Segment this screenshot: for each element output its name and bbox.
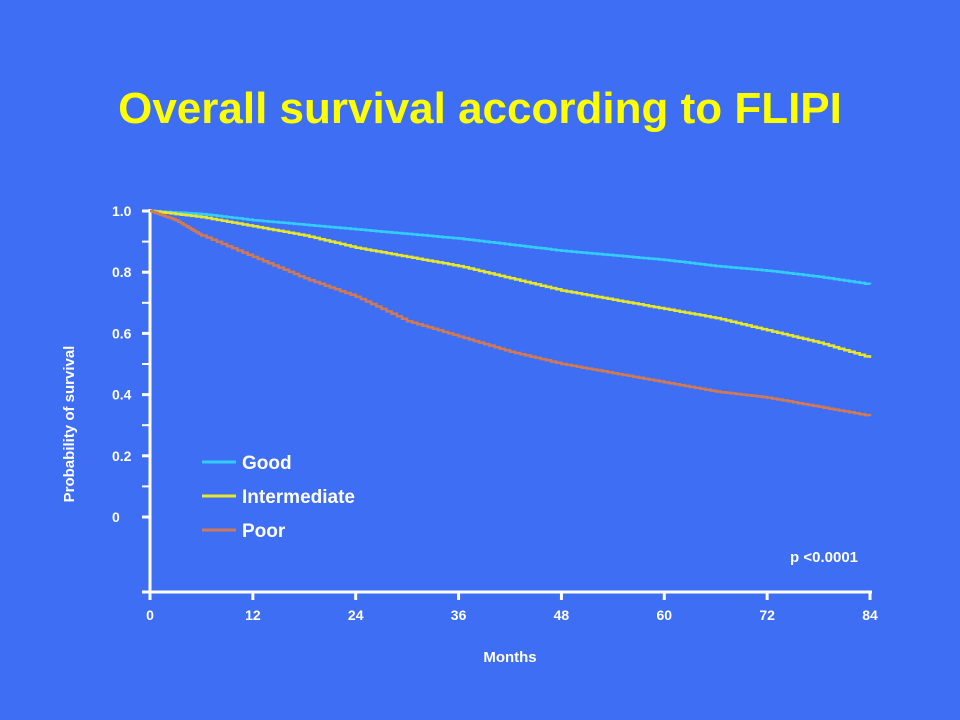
x-tick-label: 0 [146, 607, 154, 623]
y-tick-label: 0.2 [112, 448, 132, 464]
series-line-poor [150, 209, 872, 417]
x-axis-label: Months [483, 649, 536, 666]
series-line-intermediate [150, 209, 872, 358]
y-tick-label: 0.6 [112, 325, 132, 341]
x-ticks: 0 12 24 36 48 60 72 84 [146, 592, 878, 623]
p-value-annotation: p <0.0001 [790, 549, 858, 566]
y-tick-label: 1.0 [112, 203, 132, 219]
x-tick-label: 84 [862, 607, 878, 623]
legend-label-good: Good [242, 453, 292, 474]
legend-label-poor: Poor [242, 521, 286, 542]
x-tick-label: 24 [348, 607, 364, 623]
y-tick-label: 0.8 [112, 264, 132, 280]
y-tick-label: 0 [112, 509, 120, 525]
legend-label-intermediate: Intermediate [242, 487, 355, 508]
x-tick-label: 48 [554, 607, 570, 623]
slide-title: Overall survival according to FLIPI [118, 84, 842, 133]
x-tick-label: 12 [245, 607, 261, 623]
x-tick-label: 60 [656, 607, 672, 623]
series-lines [150, 209, 872, 417]
chart-legend: Good Intermediate Poor [202, 453, 355, 542]
y-tick-label: 0.4 [112, 387, 132, 403]
y-ticks: 0 0.2 0.4 0.6 0.8 1.0 [112, 203, 150, 525]
x-tick-label: 72 [759, 607, 775, 623]
x-tick-label: 36 [451, 607, 467, 623]
y-axis-label: Probability of survival [61, 346, 78, 503]
series-line-good [150, 209, 872, 285]
